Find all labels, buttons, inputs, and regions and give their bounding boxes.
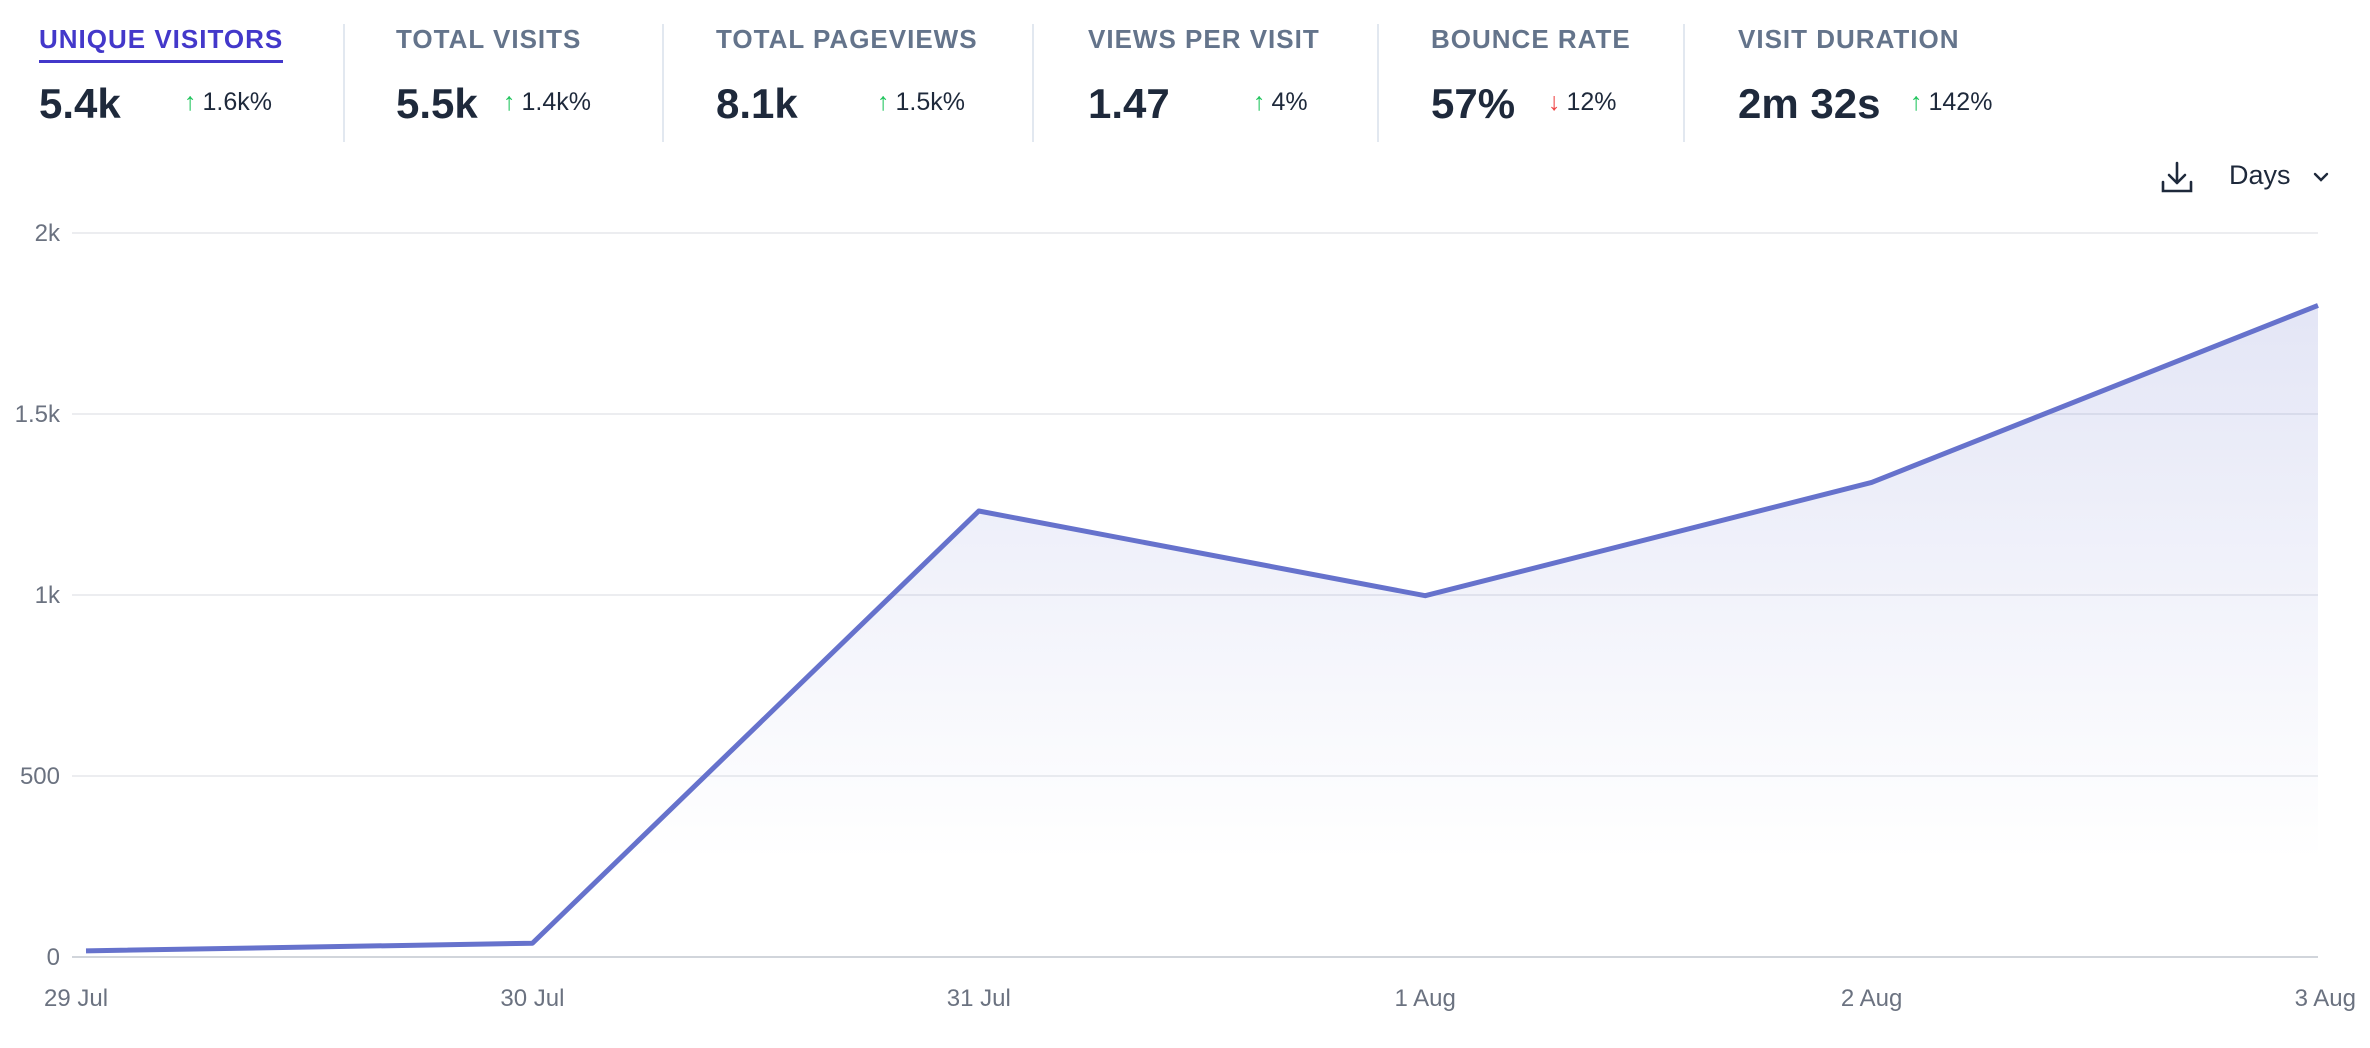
metric-label[interactable]: BOUNCE RATE xyxy=(1431,24,1631,54)
arrow-up-icon: ↑ xyxy=(1253,88,1266,116)
metric-label[interactable]: UNIQUE VISITORS xyxy=(39,24,284,63)
metric-change: ↑ 142% xyxy=(1910,88,1992,117)
x-tick-label: 29 Jul xyxy=(44,985,108,1012)
metric-change: ↑ 4% xyxy=(1253,88,1308,117)
arrow-up-icon: ↑ xyxy=(877,88,890,116)
metric-divider xyxy=(1377,24,1379,142)
arrow-up-icon: ↑ xyxy=(503,88,516,116)
y-tick-label: 1.5k xyxy=(15,401,61,428)
y-tick-label: 2k xyxy=(35,220,61,247)
arrow-down-icon: ↓ xyxy=(1548,88,1561,116)
metric-divider xyxy=(662,24,664,142)
chevron-down-icon xyxy=(2313,172,2329,182)
arrow-up-icon: ↑ xyxy=(1910,88,1923,116)
metric-divider xyxy=(1683,24,1685,142)
x-tick-label: 3 Aug xyxy=(2295,985,2356,1012)
x-tick-label: 31 Jul xyxy=(947,985,1011,1012)
y-tick-label: 0 xyxy=(47,944,60,971)
download-button[interactable] xyxy=(2160,160,2194,196)
metric-label[interactable]: TOTAL PAGEVIEWS xyxy=(716,24,978,54)
metric-label[interactable]: VIEWS PER VISIT xyxy=(1088,24,1320,54)
interval-select[interactable]: Days xyxy=(2229,160,2330,191)
metric-change: ↑ 1.5k% xyxy=(877,88,965,117)
metric-change: ↑ 1.4k% xyxy=(503,88,591,117)
arrow-up-icon: ↑ xyxy=(184,88,197,116)
metric-change: ↑ 1.6k% xyxy=(184,88,272,117)
y-tick-label: 1k xyxy=(35,582,61,609)
x-tick-label: 1 Aug xyxy=(1394,985,1455,1012)
change-value: 1.6k% xyxy=(202,88,272,116)
metric-value: 8.1k xyxy=(716,80,798,127)
change-value: 12% xyxy=(1566,88,1617,116)
metric-value: 5.4k xyxy=(39,80,121,127)
change-value: 1.4k% xyxy=(521,88,591,116)
area-fill xyxy=(86,305,2318,957)
change-value: 142% xyxy=(1928,88,1993,116)
x-tick-label: 2 Aug xyxy=(1841,985,1902,1012)
metric-divider xyxy=(1032,24,1034,142)
download-icon xyxy=(2161,161,2193,193)
metric-value: 2m 32s xyxy=(1738,80,1881,127)
series-line xyxy=(85,303,2319,954)
metric-value: 1.47 xyxy=(1088,80,1170,127)
metric-label[interactable]: TOTAL VISITS xyxy=(396,24,582,54)
change-value: 4% xyxy=(1271,88,1308,116)
interval-label: Days xyxy=(2229,160,2291,190)
metric-label[interactable]: VISIT DURATION xyxy=(1738,24,1960,54)
metric-change: ↓ 12% xyxy=(1548,88,1617,117)
change-value: 1.5k% xyxy=(895,88,965,116)
metric-divider xyxy=(343,24,345,142)
metric-value: 5.5k xyxy=(396,80,478,127)
metric-value: 57% xyxy=(1431,80,1516,127)
x-tick-label: 30 Jul xyxy=(500,985,564,1012)
y-tick-label: 500 xyxy=(20,763,60,790)
